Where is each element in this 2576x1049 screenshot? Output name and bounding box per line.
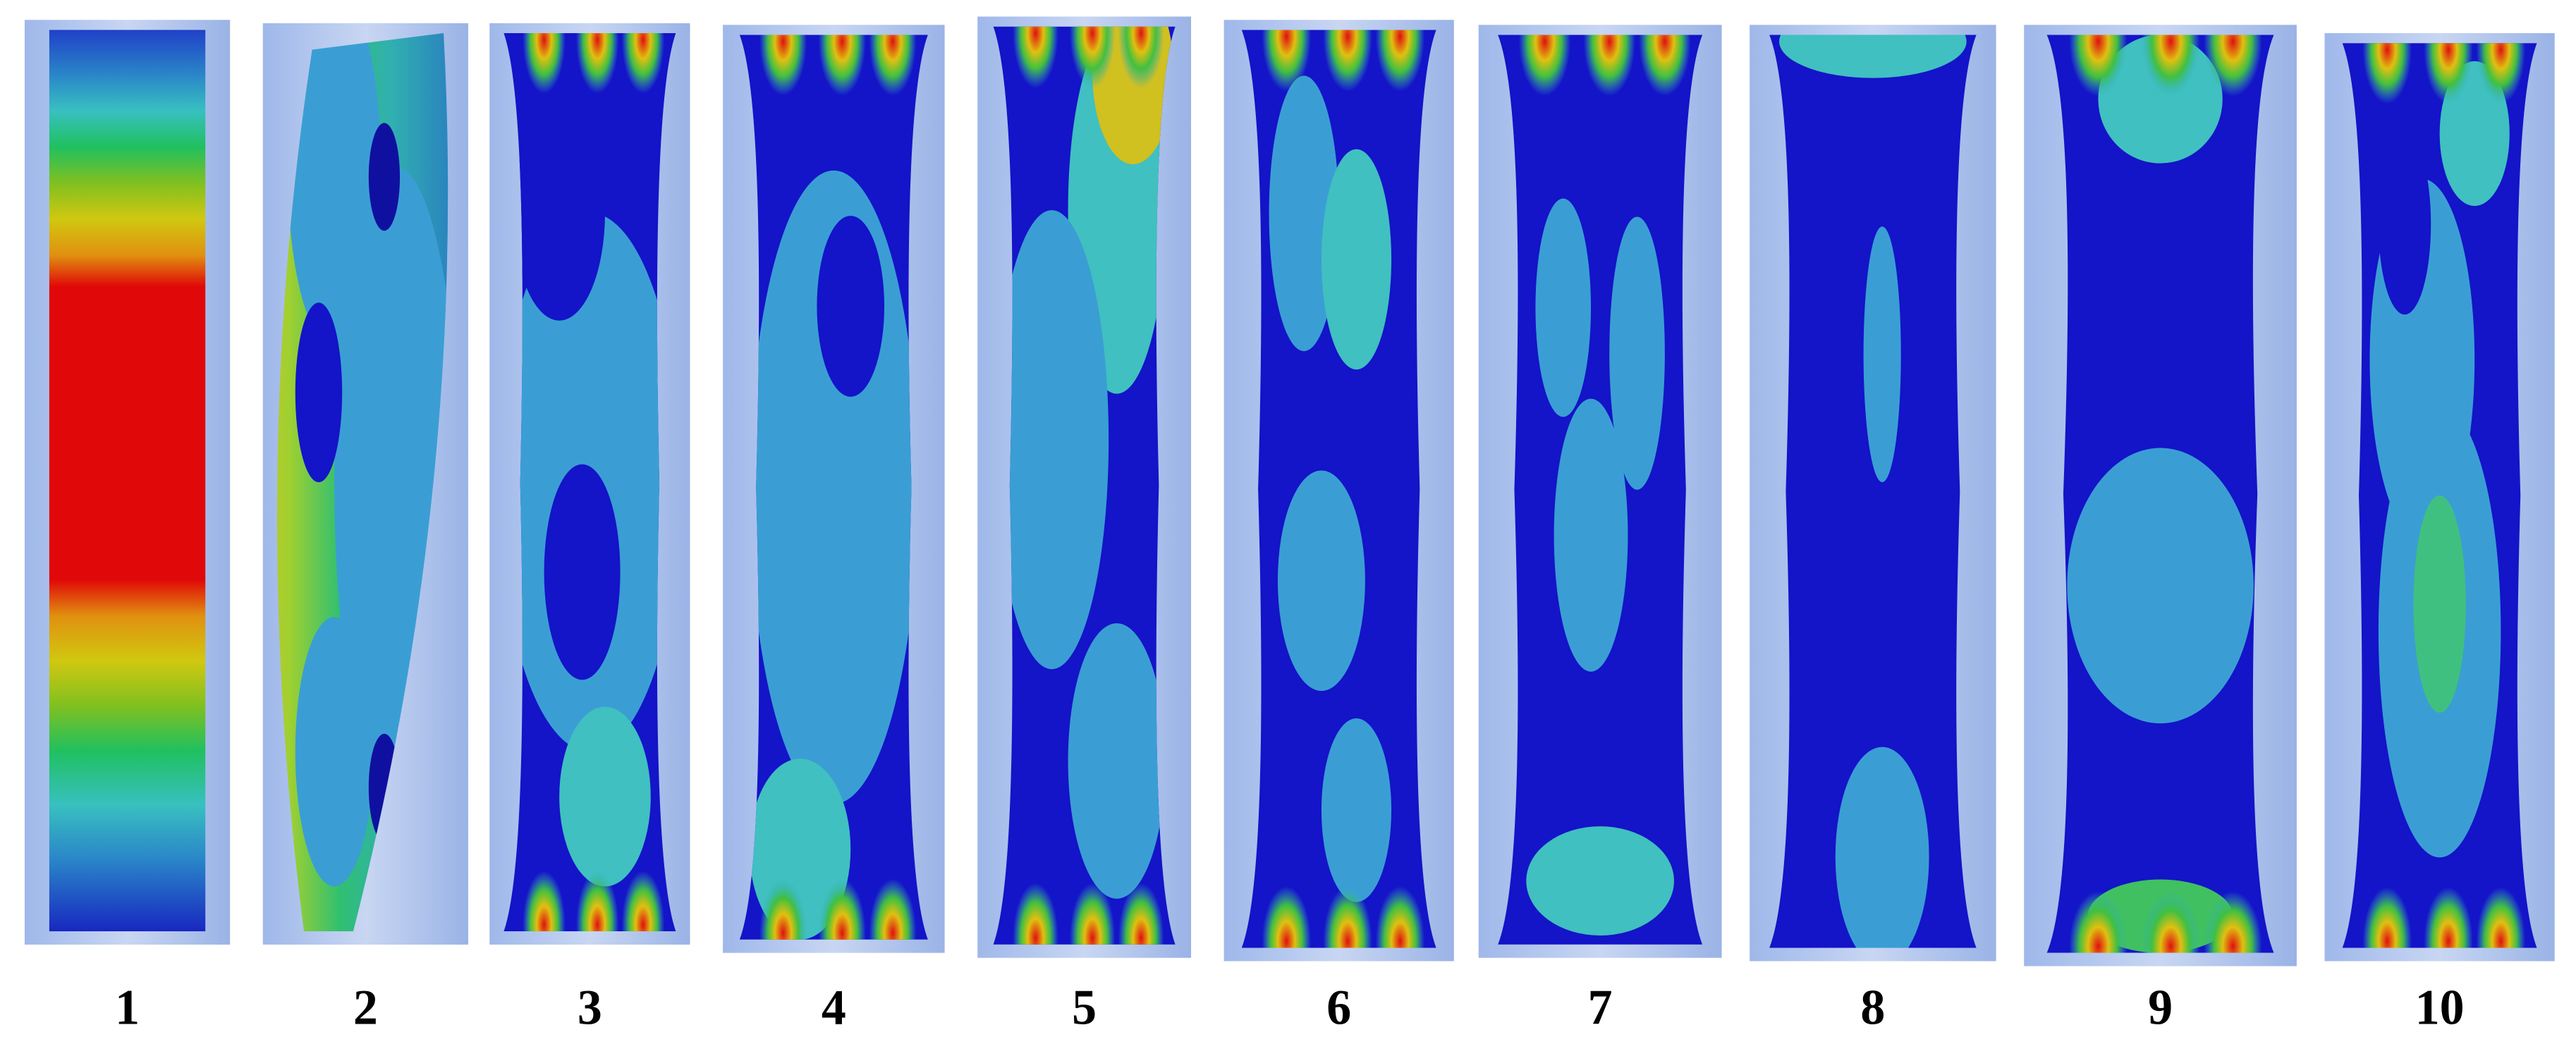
hot-spot [621, 33, 665, 94]
hot-spot [2204, 35, 2262, 97]
hot-spot [1013, 26, 1058, 89]
contour-region [1526, 826, 1674, 935]
hot-spot [2204, 891, 2262, 953]
hot-spot [1262, 886, 1312, 948]
hot-spot [1118, 26, 1164, 89]
contour-region [1535, 198, 1592, 417]
contour-region [544, 464, 621, 680]
cylinder [2342, 43, 2537, 948]
contour-region [295, 617, 374, 887]
hot-spot [1118, 883, 1164, 945]
hot-spot [2069, 35, 2128, 97]
hot-spot [575, 33, 619, 94]
hot-spot [2362, 43, 2412, 104]
cylinder [1769, 35, 1977, 948]
panel-label: 6 [1326, 980, 1351, 1035]
hot-spot [818, 35, 866, 96]
cylinder [49, 30, 206, 932]
hot-spot [1069, 883, 1116, 945]
hot-spot [523, 871, 566, 932]
panel-label: 2 [353, 980, 378, 1035]
contour-region [1277, 470, 1365, 691]
hot-spot [2424, 887, 2473, 948]
hot-spot [869, 35, 917, 96]
panel-label: 1 [115, 980, 140, 1035]
contour-region [2067, 448, 2254, 724]
contour-region [1835, 747, 1929, 948]
panel-label: 5 [1072, 980, 1097, 1035]
cylinder-body [49, 30, 206, 932]
panel-label: 3 [578, 980, 602, 1035]
hot-spot [2476, 887, 2526, 948]
panel-label: 4 [822, 980, 846, 1035]
hot-spot [1639, 35, 1691, 97]
contour-region [817, 216, 885, 397]
hot-spot [869, 878, 917, 940]
panel-label: 8 [1860, 980, 1885, 1035]
hot-spot [1375, 886, 1425, 948]
contour-region [995, 210, 1109, 670]
cylinder [1241, 30, 1436, 948]
hot-spot [523, 33, 566, 94]
hot-spot [1323, 886, 1372, 948]
hot-spot [575, 871, 619, 932]
hot-spot [1375, 30, 1425, 92]
cylinder [739, 35, 928, 940]
contour-region [559, 706, 651, 887]
hot-spot [2142, 35, 2200, 97]
hot-spot [1069, 26, 1116, 89]
hot-spot [2069, 891, 2128, 953]
contour-region [1269, 75, 1339, 352]
hot-spot [621, 871, 665, 932]
hot-spot [2362, 887, 2412, 948]
contour-region [1321, 149, 1392, 370]
cylinder [993, 26, 1176, 945]
contour-region [295, 302, 343, 483]
contour-region [1609, 216, 1665, 490]
hot-spot [759, 878, 807, 940]
hot-spot [2476, 43, 2526, 104]
cylinder [1498, 35, 1703, 945]
contour-region [1863, 226, 1901, 483]
panel-label: 9 [2148, 980, 2173, 1035]
hot-spot [759, 35, 807, 96]
hot-spot [2424, 43, 2473, 104]
contour-region [1779, 35, 1967, 78]
contour-region [2413, 495, 2466, 713]
panel-label: 10 [2415, 980, 2465, 1035]
cylinder [503, 33, 676, 932]
panel-label: 7 [1588, 980, 1613, 1035]
contour-region [368, 123, 401, 231]
hot-spot [1323, 30, 1372, 92]
contour-region [2378, 133, 2431, 315]
contour-region [1321, 718, 1392, 902]
contour-region [513, 104, 605, 321]
hot-spot [2142, 891, 2200, 953]
hot-spot [1013, 883, 1058, 945]
contour-region [1553, 398, 1628, 672]
hot-spot [1262, 30, 1312, 92]
contour-region [1068, 623, 1166, 899]
hot-spot [1518, 35, 1571, 97]
cylinder [2046, 35, 2274, 953]
hot-spot [818, 878, 866, 940]
hot-spot [1583, 35, 1635, 97]
